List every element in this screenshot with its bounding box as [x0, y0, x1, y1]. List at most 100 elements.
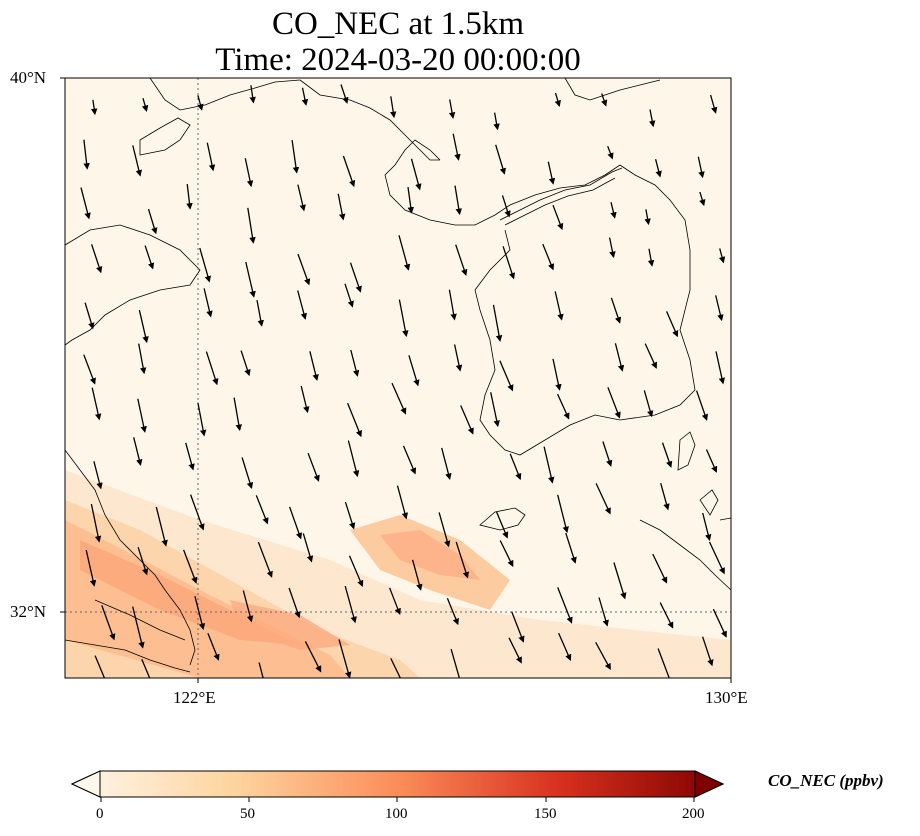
wind-arrow [207, 632, 220, 661]
wind-arrow [454, 185, 462, 216]
concentration-field [65, 78, 731, 678]
wind-arrow [601, 93, 608, 107]
wind-arrow [398, 235, 411, 271]
wind-arrow [132, 145, 143, 177]
wind-arrow [141, 98, 149, 112]
wind-arrow [495, 511, 509, 539]
wind-arrow [338, 639, 352, 678]
wind-arrow [297, 253, 311, 286]
wind-arrow [450, 648, 461, 678]
wind-arrow [288, 506, 303, 540]
wind-arrow [411, 559, 423, 591]
wind-arrow [344, 501, 356, 530]
wind-arrow [595, 483, 611, 515]
wind-arrow [602, 441, 613, 467]
wind-arrow [84, 302, 95, 330]
wind-arrow [205, 351, 219, 386]
wind-arrow [557, 587, 573, 624]
wind-arrow [90, 503, 102, 543]
wind-arrow [598, 597, 609, 627]
wind-arrow [652, 553, 668, 584]
wind-arrow [194, 596, 206, 631]
wind-arrow [91, 387, 102, 421]
wind-arrow [552, 204, 564, 231]
wind-arrow [501, 195, 511, 218]
wind-arrow [607, 387, 621, 419]
map-title-line1: CO_NEC at 1.5km [271, 6, 525, 42]
colorbar-tick-50: 50 [240, 806, 255, 822]
wind-arrow [499, 540, 514, 568]
wind-arrow [718, 248, 726, 264]
wind-arrow [699, 191, 706, 207]
wind-arrow [647, 248, 655, 267]
wind-arrow [610, 202, 617, 219]
wind-arrow [448, 99, 456, 119]
wind-arrow [297, 184, 306, 212]
wind-arrow [455, 541, 470, 579]
wind-arrow [206, 142, 216, 172]
wind-arrow [255, 495, 269, 525]
wind-arrow [543, 446, 555, 484]
wind-arrow [137, 398, 147, 433]
wind-arrow [613, 562, 627, 600]
wind-arrow [342, 155, 356, 188]
wind-arrow [511, 611, 525, 643]
wind-arrow [595, 641, 611, 671]
wind-arrow [307, 452, 320, 482]
wind-arrow [547, 161, 556, 185]
wind-arrow [715, 351, 726, 385]
wind-arrow [189, 494, 205, 531]
wind-arrow [288, 587, 301, 619]
wind-arrow [141, 658, 151, 678]
wind-arrow [85, 549, 97, 587]
wind-arrow [448, 289, 457, 321]
wind-vectors [80, 84, 727, 678]
wind-arrow [644, 209, 651, 226]
wind-arrow [660, 483, 670, 511]
colorbar-tick-0: 0 [96, 806, 104, 822]
wind-arrow [441, 447, 452, 480]
wind-arrow [302, 533, 314, 563]
wind-arrow [712, 608, 727, 638]
wind-arrow [452, 133, 461, 161]
wind-arrow [80, 187, 91, 220]
wind-arrow [446, 598, 459, 626]
map-title-line2: Time: 2024-03-20 00:00:00 [215, 42, 581, 78]
wind-arrow [460, 405, 474, 435]
wind-arrow [410, 158, 422, 191]
wind-arrow [233, 397, 243, 432]
wind-arrow [138, 310, 149, 344]
wind-arrow [492, 304, 503, 342]
wind-arrow [242, 590, 254, 623]
wind-arrow [614, 343, 625, 372]
wind-arrow [132, 606, 145, 649]
wind-arrow [90, 99, 98, 116]
wind-arrow [155, 506, 168, 547]
wind-arrow [93, 461, 103, 490]
wind-arrow [340, 84, 349, 104]
wind-arrow [245, 261, 256, 298]
wind-arrow [138, 343, 147, 375]
wind-arrow [654, 159, 662, 178]
wind-arrow [291, 140, 300, 174]
wind-arrow [390, 658, 402, 678]
wind-arrow [695, 390, 708, 421]
wind-arrow [643, 390, 654, 418]
wind-arrow [337, 193, 346, 221]
wind-arrow [388, 587, 401, 616]
wind-arrow [697, 156, 705, 179]
wind-arrow [610, 297, 622, 324]
wind-arrow [133, 437, 143, 466]
wind-arrow [708, 541, 725, 575]
wind-arrow [257, 541, 273, 578]
gridlines [65, 78, 731, 678]
wind-arrow [542, 243, 555, 271]
wind-arrow [348, 555, 364, 587]
wind-arrow [144, 245, 155, 270]
colorbar-tick-200: 200 [682, 806, 705, 822]
wind-arrow [203, 288, 213, 318]
wind-arrow [94, 655, 106, 678]
lat-label-40N: 40°N [10, 68, 47, 87]
wind-arrow [147, 208, 158, 235]
